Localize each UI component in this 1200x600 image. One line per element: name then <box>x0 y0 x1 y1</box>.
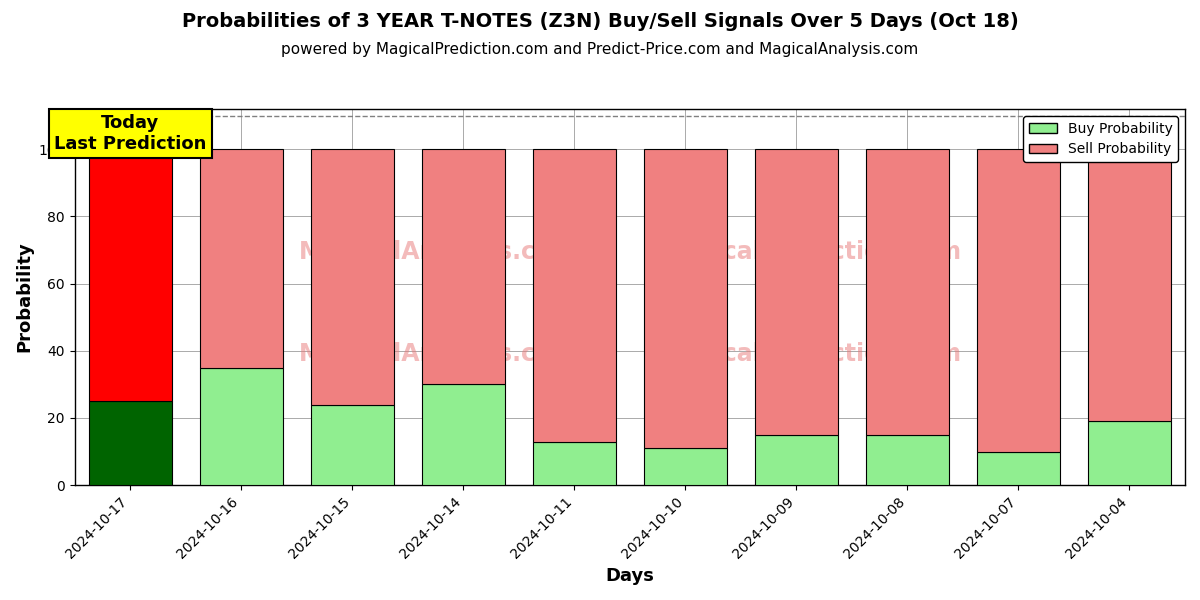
Bar <box>643 448 727 485</box>
Bar <box>421 385 505 485</box>
Bar <box>977 452 1060 485</box>
Bar <box>311 404 394 485</box>
Bar <box>421 149 505 385</box>
Bar <box>865 149 949 435</box>
Bar <box>533 149 616 442</box>
Bar <box>643 149 727 448</box>
Text: MagicalAnalysis.com          MagicalPrediction.com: MagicalAnalysis.com MagicalPrediction.co… <box>299 240 961 264</box>
Bar <box>89 401 172 485</box>
Bar <box>865 435 949 485</box>
Bar <box>977 149 1060 452</box>
Text: MagicalAnalysis.com          MagicalPrediction.com: MagicalAnalysis.com MagicalPrediction.co… <box>299 341 961 365</box>
Text: Probabilities of 3 YEAR T-NOTES (Z3N) Buy/Sell Signals Over 5 Days (Oct 18): Probabilities of 3 YEAR T-NOTES (Z3N) Bu… <box>181 12 1019 31</box>
Text: powered by MagicalPrediction.com and Predict-Price.com and MagicalAnalysis.com: powered by MagicalPrediction.com and Pre… <box>281 42 919 57</box>
Bar <box>199 368 283 485</box>
Bar <box>311 149 394 404</box>
Bar <box>533 442 616 485</box>
X-axis label: Days: Days <box>605 567 654 585</box>
Bar <box>755 435 838 485</box>
Legend: Buy Probability, Sell Probability: Buy Probability, Sell Probability <box>1024 116 1178 162</box>
Bar <box>199 149 283 368</box>
Y-axis label: Probability: Probability <box>16 242 34 352</box>
Bar <box>1088 149 1171 421</box>
Bar <box>1088 421 1171 485</box>
Bar <box>755 149 838 435</box>
Text: Today
Last Prediction: Today Last Prediction <box>54 114 206 153</box>
Bar <box>89 149 172 401</box>
